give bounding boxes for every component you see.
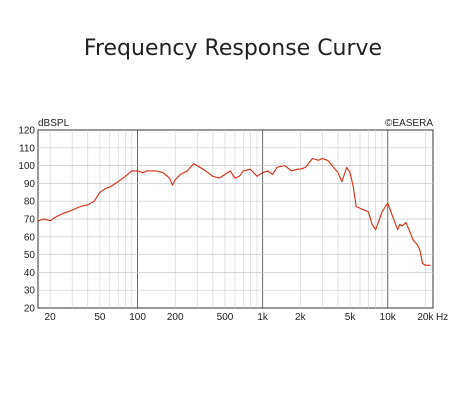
- x-tick-label: 100: [129, 312, 146, 323]
- series-line: [37, 157, 431, 266]
- x-tick-label: 5k: [345, 312, 357, 323]
- major-grid: [38, 147, 433, 291]
- x-tick-label: 50: [94, 312, 106, 323]
- y-tick-label: 100: [18, 161, 35, 172]
- x-tick-label: 2k: [295, 312, 307, 323]
- y-tick-label: 60: [24, 232, 36, 243]
- y-tick-label: 90: [24, 179, 36, 190]
- x-axis-unit: Hz: [436, 312, 448, 323]
- y-axis-label: dBSPL: [38, 118, 70, 129]
- y-tick-label: 50: [24, 250, 36, 261]
- y-axis-ticks: 20 30 40 50 60 70 80 90 100 110 120: [18, 126, 35, 315]
- chart-title: Frequency Response Curve: [83, 36, 383, 61]
- x-axis-ticks: 20 50 100 200 500 1k 2k 5k 10k 20k: [45, 312, 435, 323]
- watermark-text: ©EASERA: [385, 118, 433, 129]
- x-tick-label: 200: [167, 312, 184, 323]
- y-tick-label: 40: [24, 268, 36, 279]
- y-tick-label: 120: [18, 126, 35, 137]
- x-tick-label: 10k: [380, 312, 397, 323]
- y-tick-label: 70: [24, 215, 36, 226]
- y-tick-label: 80: [24, 197, 36, 208]
- y-tick-label: 110: [19, 143, 35, 154]
- x-tick-label: 500: [217, 312, 234, 323]
- x-tick-label: 20: [45, 312, 57, 323]
- y-tick-label: 30: [24, 286, 36, 297]
- x-tick-label: 20k: [417, 312, 434, 323]
- x-tick-label: 1k: [257, 312, 269, 323]
- y-tick-label: 20: [24, 304, 36, 315]
